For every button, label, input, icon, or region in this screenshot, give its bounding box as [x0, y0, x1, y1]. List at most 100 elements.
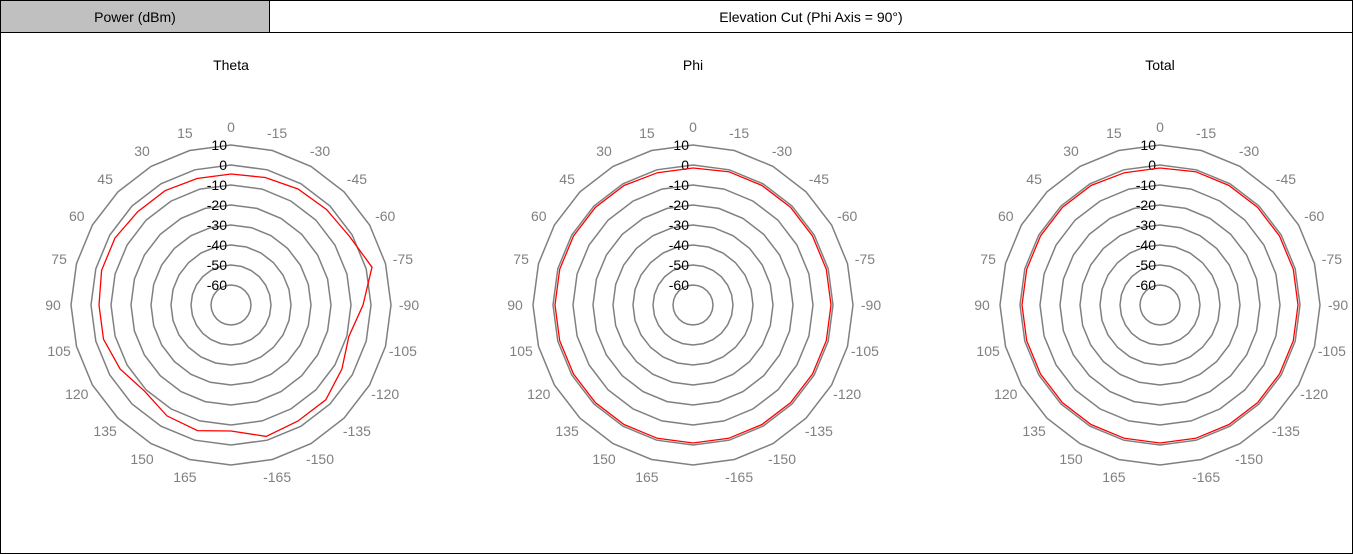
angle-label: 165 — [173, 469, 197, 485]
angle-label: 150 — [1059, 451, 1083, 467]
angle-label: 0 — [689, 119, 697, 135]
angle-label: -60 — [375, 208, 395, 224]
angle-label: -90 — [1328, 297, 1348, 313]
radial-tick-label: 10 — [211, 137, 227, 153]
angle-label: 120 — [65, 386, 89, 402]
grid-ring — [110, 184, 352, 426]
angle-label: -30 — [310, 143, 330, 159]
angle-label: 120 — [994, 386, 1018, 402]
grid-ring — [190, 264, 272, 346]
angle-label: 60 — [531, 208, 547, 224]
radial-tick-label: 0 — [681, 157, 689, 173]
angle-label: 105 — [509, 343, 533, 359]
angle-label: -150 — [306, 451, 334, 467]
radial-tick-label: -10 — [669, 177, 689, 193]
angle-label: 150 — [592, 451, 616, 467]
radial-tick-label: -60 — [207, 277, 227, 293]
grid-ring — [592, 204, 794, 406]
angle-label: -135 — [1272, 423, 1300, 439]
angle-label: -45 — [1276, 171, 1296, 187]
chart-title: Theta — [213, 57, 249, 73]
angle-label: 135 — [93, 423, 117, 439]
series-line — [98, 173, 373, 438]
grid-ring — [1119, 264, 1201, 346]
angle-label: 15 — [639, 125, 655, 141]
polar-chart-theta: Theta 0 -15 -30 -45 -60 -75 -90 -105 -120 -135 -150… — [45, 57, 419, 485]
angle-label: -15 — [1196, 125, 1216, 141]
angle-label: -120 — [371, 386, 399, 402]
grid-ring — [90, 164, 372, 446]
power-unit-label: Power (dBm) — [1, 1, 270, 32]
radial-tick-label: -40 — [207, 237, 227, 253]
radial-tick-label: -50 — [669, 257, 689, 273]
grid-ring — [672, 284, 714, 326]
angle-label: -30 — [772, 143, 792, 159]
angle-label: -120 — [1300, 386, 1328, 402]
chart-title: Phi — [683, 57, 703, 73]
radial-tick-label: -50 — [1136, 257, 1156, 273]
angle-label: 75 — [513, 251, 529, 267]
angle-label: 90 — [45, 297, 61, 313]
grid-ring — [999, 144, 1321, 466]
angle-label: -150 — [768, 451, 796, 467]
angle-label: -60 — [1304, 208, 1324, 224]
grid-ring — [1039, 184, 1281, 426]
angle-label: -165 — [263, 469, 291, 485]
angle-label: -150 — [1235, 451, 1263, 467]
angle-label: 165 — [1102, 469, 1126, 485]
radial-tick-label: 0 — [1148, 157, 1156, 173]
grid-ring — [170, 244, 292, 366]
angle-label: -135 — [343, 423, 371, 439]
angle-label: 30 — [1063, 143, 1079, 159]
angle-label: 30 — [134, 143, 150, 159]
angle-label: 105 — [47, 343, 71, 359]
radial-tick-label: -10 — [1136, 177, 1156, 193]
elevation-cut-label: Elevation Cut (Phi Axis = 90°) — [719, 8, 903, 25]
angle-label: 0 — [1156, 119, 1164, 135]
angle-label: -90 — [861, 297, 881, 313]
angle-label: -60 — [837, 208, 857, 224]
series-line — [1021, 167, 1299, 444]
angle-label: 15 — [177, 125, 193, 141]
angle-label: 75 — [980, 251, 996, 267]
angle-label: -165 — [1192, 469, 1220, 485]
grid-ring — [552, 164, 834, 446]
polar-chart-phi: Phi 0 -15 -30 -45 -60 -75 -90 -105 -120 -135 -150 -1… — [507, 57, 881, 485]
angle-label: -105 — [851, 343, 879, 359]
angle-label: -165 — [725, 469, 753, 485]
angle-label: 105 — [976, 343, 1000, 359]
grid-ring — [1079, 224, 1241, 386]
grid-ring — [130, 204, 332, 406]
radial-tick-label: 10 — [673, 137, 689, 153]
radial-tick-label: -20 — [669, 197, 689, 213]
grid-ring — [652, 264, 734, 346]
angle-label: -15 — [267, 125, 287, 141]
angle-label: -105 — [389, 343, 417, 359]
angle-label: 135 — [1022, 423, 1046, 439]
angle-label: 45 — [559, 171, 575, 187]
angle-label: 150 — [130, 451, 154, 467]
radial-tick-label: -60 — [669, 277, 689, 293]
angle-label: 45 — [97, 171, 113, 187]
chart-title: Total — [1145, 57, 1175, 73]
radial-tick-label: -30 — [669, 217, 689, 233]
radial-tick-label: -20 — [1136, 197, 1156, 213]
radial-tick-label: -60 — [1136, 277, 1156, 293]
angle-label: -15 — [729, 125, 749, 141]
radial-tick-label: 10 — [1140, 137, 1156, 153]
series-line — [554, 167, 832, 444]
angle-label: 165 — [635, 469, 659, 485]
angle-label: -120 — [833, 386, 861, 402]
angle-label: 120 — [527, 386, 551, 402]
angle-label: -45 — [809, 171, 829, 187]
angle-label: 60 — [998, 208, 1014, 224]
header-bar: Power (dBm) Elevation Cut (Phi Axis = 90… — [1, 1, 1352, 33]
angle-label: 135 — [555, 423, 579, 439]
grid-ring — [1059, 204, 1261, 406]
radial-tick-label: -10 — [207, 177, 227, 193]
radial-tick-label: -30 — [1136, 217, 1156, 233]
grid-ring — [210, 284, 252, 326]
angle-label: 90 — [974, 297, 990, 313]
